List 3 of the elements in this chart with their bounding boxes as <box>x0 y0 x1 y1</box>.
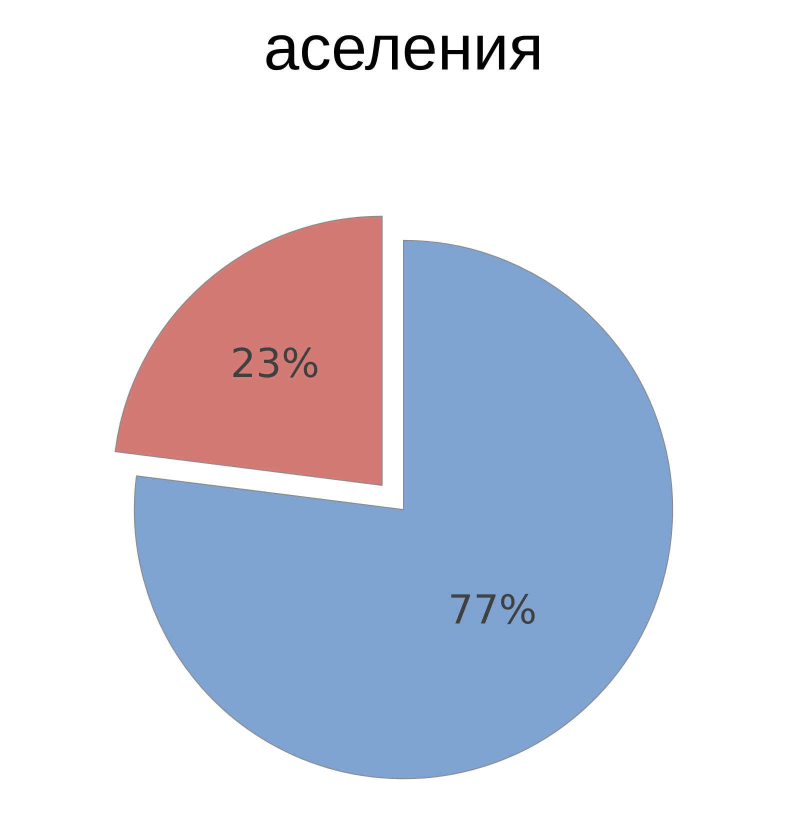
data-label: 77% <box>448 588 537 634</box>
chart-title: аселения <box>264 11 544 84</box>
data-label: 23% <box>230 340 320 387</box>
